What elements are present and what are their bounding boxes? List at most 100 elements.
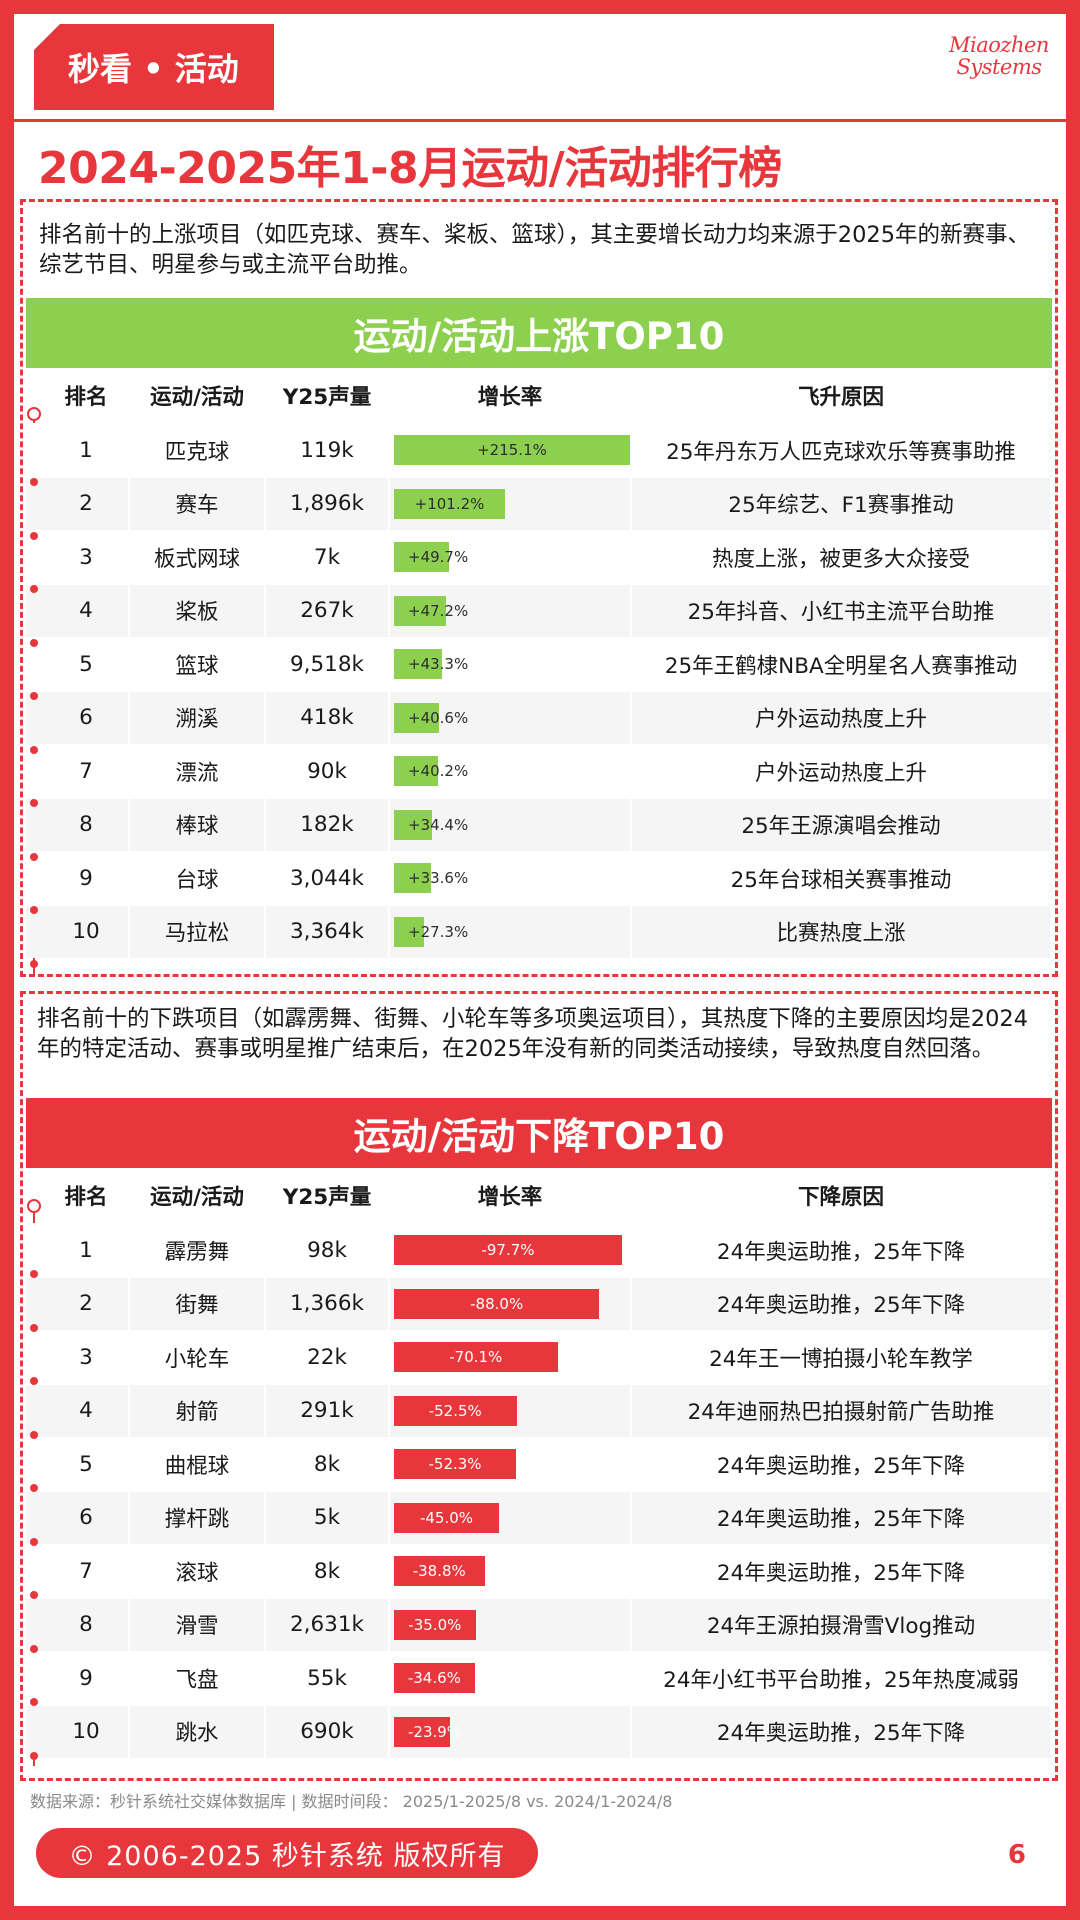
- table-row: 7 漂流 90k +40.2% 户外运动热度上升: [26, 744, 1052, 798]
- rate-label: -52.3%: [428, 1455, 482, 1474]
- rate-cell: +40.6%: [390, 691, 632, 744]
- page-title: 2024-2025年1-8月运动/活动排行榜: [38, 143, 782, 194]
- rate-label: -45.0%: [419, 1508, 474, 1527]
- rate-bar: +101.2%: [394, 488, 506, 519]
- rate-cell: -52.5%: [390, 1384, 632, 1437]
- reason-cell: 24年奥运助推，25年下降: [632, 1705, 1052, 1758]
- reason-cell: 户外运动热度上升: [632, 745, 1052, 798]
- reason-cell: 25年王源演唱会推动: [632, 798, 1052, 851]
- col-name-header: 运动/活动: [130, 1168, 266, 1223]
- rise-intro: 排名前十的上涨项目（如匹克球、赛车、桨板、篮球），其主要增长动力均来源于2025…: [39, 222, 1031, 278]
- page-number: 6: [1007, 1840, 1026, 1870]
- col-volume-header: Y25声量: [266, 368, 390, 423]
- copyright-badge: © 2006-2025 秒针系统 版权所有: [36, 1828, 538, 1878]
- rate-label: -52.5%: [428, 1401, 482, 1420]
- rank-cell: 4: [26, 584, 130, 637]
- volume-cell: 418k: [266, 691, 390, 744]
- rank-cell: 1: [26, 424, 130, 477]
- rise-table: 排名 运动/活动 Y25声量 增长率 飞升原因 1 匹克球 119k +215.1% 2…: [26, 368, 1052, 958]
- rate-label: -38.8%: [412, 1562, 466, 1581]
- activity-name-cell: 滑雪: [130, 1598, 266, 1651]
- rank-cell: 3: [26, 531, 130, 584]
- rank-cell: 5: [26, 638, 130, 691]
- rate-bar: +215.1%: [394, 435, 630, 466]
- rate-bar: +33.6%: [394, 863, 468, 894]
- rank-cell: 5: [26, 1438, 130, 1491]
- timeline-dot: [30, 1270, 38, 1278]
- table-row: 5 曲棍球 8k -52.3% 24年奥运助推，25年下降: [26, 1437, 1052, 1491]
- rate-label: +49.7%: [408, 548, 469, 567]
- section-tag: 秒看 • 活动: [34, 24, 274, 110]
- volume-cell: 182k: [266, 798, 390, 851]
- rank-cell: 3: [26, 1331, 130, 1384]
- rank-cell: 6: [26, 691, 130, 744]
- rate-bar: +49.7%: [394, 542, 468, 573]
- reason-cell: 25年丹东万人匹克球欢乐等赛事助推: [632, 424, 1052, 477]
- reason-cell: 24年奥运助推，25年下降: [632, 1224, 1052, 1277]
- timeline-dot: [30, 906, 38, 914]
- table-row: 1 匹克球 119k +215.1% 25年丹东万人匹克球欢乐等赛事助推: [26, 423, 1052, 477]
- timeline-dot: [30, 1644, 38, 1653]
- timeline-dot: [30, 1537, 38, 1546]
- table-row: 4 射箭 291k -52.5% 24年迪丽热巴拍摄射箭广告助推: [26, 1383, 1052, 1437]
- activity-name-cell: 霹雳舞: [130, 1224, 266, 1277]
- timeline-dot: [30, 1591, 38, 1599]
- table-row: 5 篮球 9,518k +43.3% 25年王鹤棣NBA全明星名人赛事推动: [26, 637, 1052, 691]
- rank-cell: 9: [26, 852, 130, 905]
- rate-cell: +215.1%: [390, 424, 632, 477]
- rank-cell: 10: [26, 905, 130, 958]
- reason-cell: 24年奥运助推，25年下降: [632, 1491, 1052, 1544]
- rate-cell: +33.6%: [390, 852, 632, 905]
- col-reason-header: 下降原因: [632, 1168, 1052, 1223]
- rise-table-header: 排名 运动/活动 Y25声量 增长率 飞升原因: [26, 368, 1052, 423]
- reason-cell: 25年抖音、小红书主流平台助推: [632, 584, 1052, 637]
- rate-cell: -35.0%: [390, 1598, 632, 1651]
- timeline-dot: [30, 585, 38, 593]
- col-rate-header: 增长率: [390, 1168, 632, 1223]
- volume-cell: 98k: [266, 1224, 390, 1277]
- volume-cell: 1,366k: [266, 1277, 390, 1330]
- table-row: 10 马拉松 3,364k +27.3% 比赛热度上涨: [26, 904, 1052, 958]
- activity-name-cell: 马拉松: [130, 905, 266, 958]
- rate-label: +47.2%: [408, 601, 469, 620]
- timeline-dot: [30, 852, 38, 861]
- timeline-dot: [30, 1323, 38, 1332]
- rate-cell: +47.2%: [390, 584, 632, 637]
- rate-cell: -45.0%: [390, 1491, 632, 1544]
- activity-name-cell: 滚球: [130, 1545, 266, 1598]
- rate-label: -35.0%: [408, 1615, 462, 1634]
- rate-cell: +49.7%: [390, 531, 632, 584]
- volume-cell: 5k: [266, 1491, 390, 1544]
- table-row: 3 板式网球 7k +49.7% 热度上涨，被更多大众接受: [26, 530, 1052, 584]
- volume-cell: 3,044k: [266, 852, 390, 905]
- activity-name-cell: 街舞: [130, 1277, 266, 1330]
- rate-bar: -52.5%: [394, 1395, 517, 1426]
- rate-label: +27.3%: [408, 922, 469, 941]
- rate-bar: -45.0%: [394, 1502, 499, 1533]
- col-name-header: 运动/活动: [130, 368, 266, 423]
- activity-name-cell: 溯溪: [130, 691, 266, 744]
- rate-bar: +34.4%: [394, 809, 468, 840]
- activity-name-cell: 曲棍球: [130, 1438, 266, 1491]
- rate-cell: +40.2%: [390, 745, 632, 798]
- rate-cell: +34.4%: [390, 798, 632, 851]
- table-row: 9 飞盘 55k -34.6% 24年小红书平台助推，25年热度减弱: [26, 1651, 1052, 1705]
- reason-cell: 24年奥运助推，25年下降: [632, 1277, 1052, 1330]
- activity-name-cell: 桨板: [130, 584, 266, 637]
- rate-bar: -52.3%: [394, 1449, 517, 1480]
- fall-table-header: 排名 运动/活动 Y25声量 增长率 下降原因: [26, 1168, 1052, 1223]
- rank-cell: 7: [26, 1545, 130, 1598]
- activity-name-cell: 板式网球: [130, 531, 266, 584]
- fall-banner: 运动/活动下降TOP10: [26, 1098, 1052, 1168]
- rate-bar: -35.0%: [394, 1609, 476, 1640]
- rate-bar: +27.3%: [394, 916, 468, 947]
- timeline-dot: [30, 1751, 38, 1760]
- volume-cell: 267k: [266, 584, 390, 637]
- table-row: 10 跳水 690k -23.9% 24年奥运助推，25年下降: [26, 1704, 1052, 1758]
- rate-label: +34.4%: [408, 815, 469, 834]
- reason-cell: 24年小红书平台助推，25年热度减弱: [632, 1652, 1052, 1705]
- fall-timeline-start: [27, 1199, 41, 1213]
- rank-cell: 4: [26, 1384, 130, 1437]
- reason-cell: 24年王源拍摄滑雪Vlog推动: [632, 1598, 1052, 1651]
- rate-bar: -97.7%: [394, 1235, 622, 1266]
